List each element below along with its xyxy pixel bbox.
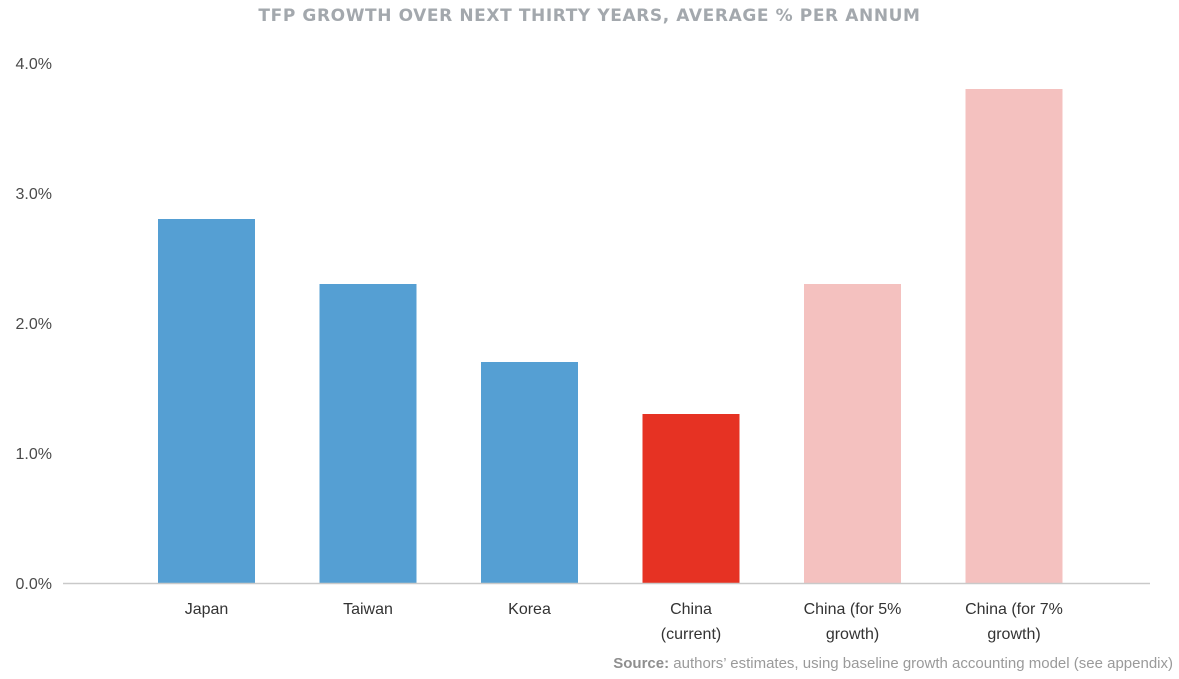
bar [642,414,740,583]
x-tick-label: China (for 7% growth) [965,601,1063,643]
x-tick-label: China (for 5% growth) [804,601,902,643]
y-tick-label: 2.0% [16,316,52,333]
y-tick-label: 0.0% [16,576,52,593]
y-tick-label: 4.0% [16,56,52,73]
x-tick-label: Taiwan [343,601,393,618]
bar [804,284,901,583]
chart-title: TFP GROWTH OVER NEXT THIRTY YEARS, AVERA… [258,6,921,26]
x-tick-label: Korea [508,601,551,618]
source-label: Source: [613,655,670,672]
source-note: Source: authors’ estimates, using baseli… [613,655,1173,672]
bars [158,89,1063,583]
source-text: authors’ estimates, using baseline growt… [673,655,1173,672]
bar [965,89,1063,583]
x-tick-label: Japan [185,601,229,618]
y-tick-label: 1.0% [16,446,52,463]
y-axis: 0.0% 1.0% 2.0% 3.0% 4.0% [16,56,52,593]
bar [319,284,417,583]
y-tick-label: 3.0% [16,186,52,203]
bar [481,362,578,583]
x-tick-label: China (current) [661,601,721,643]
x-axis: Japan Taiwan Korea China (current) China (for… [185,601,1063,643]
bar [158,219,255,583]
